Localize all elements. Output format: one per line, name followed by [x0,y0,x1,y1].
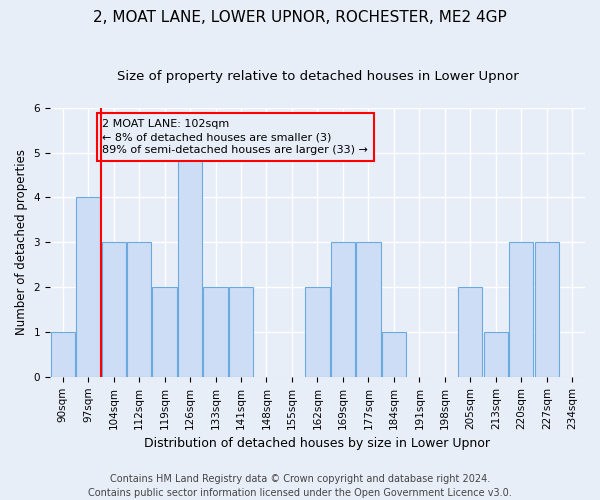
Bar [76,198,100,377]
Text: 2 MOAT LANE: 102sqm
← 8% of detached houses are smaller (3)
89% of semi-detached: 2 MOAT LANE: 102sqm ← 8% of detached hou… [102,119,368,156]
X-axis label: Distribution of detached houses by size in Lower Upnor: Distribution of detached houses by size … [145,437,490,450]
Bar [50,332,75,377]
Bar [382,332,406,377]
Title: Size of property relative to detached houses in Lower Upnor: Size of property relative to detached ho… [116,70,518,83]
Y-axis label: Number of detached properties: Number of detached properties [15,150,28,336]
Bar [458,287,482,377]
Bar [535,242,559,377]
Bar [127,242,151,377]
Bar [305,287,329,377]
Text: Contains HM Land Registry data © Crown copyright and database right 2024.
Contai: Contains HM Land Registry data © Crown c… [88,474,512,498]
Bar [484,332,508,377]
Text: 2, MOAT LANE, LOWER UPNOR, ROCHESTER, ME2 4GP: 2, MOAT LANE, LOWER UPNOR, ROCHESTER, ME… [93,10,507,25]
Bar [101,242,126,377]
Bar [509,242,533,377]
Bar [331,242,355,377]
Bar [152,287,176,377]
Bar [178,152,202,377]
Bar [229,287,253,377]
Bar [203,287,227,377]
Bar [356,242,380,377]
